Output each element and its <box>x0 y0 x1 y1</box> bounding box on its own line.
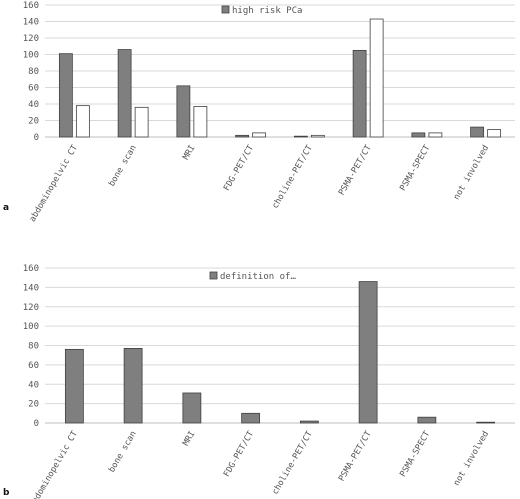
y-tick-label: 0 <box>34 133 39 143</box>
bar <box>252 132 267 138</box>
x-tick-label: not involved <box>452 144 491 202</box>
bar <box>117 49 132 138</box>
y-tick-label: 80 <box>28 342 39 352</box>
y-tick-label: 120 <box>23 303 39 313</box>
bar <box>75 105 90 138</box>
x-tick-label: FDG-PET/CT <box>222 430 256 479</box>
x-tick-label: not involved <box>452 430 491 488</box>
x-tick-label: bone scan <box>107 144 139 189</box>
legend-label: high risk PCa <box>232 6 302 16</box>
x-tick-label: abdominopelvic CT <box>28 430 80 499</box>
bar <box>369 18 384 138</box>
panel-label: b <box>3 488 10 498</box>
panel-label: a <box>3 203 9 213</box>
x-tick-label: choline-PET/CT <box>270 430 314 497</box>
y-tick-label: 160 <box>23 264 39 274</box>
bar <box>417 416 437 424</box>
bar <box>123 348 143 424</box>
bar <box>235 134 250 138</box>
x-tick-label: PSMA-PET/CT <box>337 144 374 198</box>
bar <box>241 412 261 424</box>
bar <box>310 134 325 138</box>
bar <box>58 53 73 138</box>
bar <box>64 348 84 424</box>
legend-swatch <box>221 5 230 14</box>
bar <box>358 281 378 424</box>
x-tick-label: MRI <box>181 144 197 162</box>
y-tick-label: 120 <box>23 34 39 44</box>
bar <box>299 420 319 424</box>
legend-swatch <box>209 271 218 280</box>
x-tick-label: PSMA-SPECT <box>398 144 432 193</box>
y-tick-label: 20 <box>28 117 39 127</box>
bar <box>476 421 496 424</box>
bar <box>470 126 485 138</box>
bar <box>182 392 202 424</box>
x-tick-label: PSMA-PET/CT <box>337 430 374 484</box>
y-tick-label: 100 <box>23 322 39 332</box>
x-tick-label: FDG-PET/CT <box>222 144 256 193</box>
x-tick-label: abdominopelvic CT <box>28 144 80 224</box>
y-tick-label: 20 <box>28 400 39 410</box>
legend-label: definition of… <box>220 272 296 282</box>
bar <box>352 49 367 138</box>
bar <box>293 135 308 138</box>
bar <box>487 129 502 138</box>
x-tick-label: choline-PET/CT <box>270 144 314 211</box>
y-tick-label: 40 <box>28 100 39 110</box>
y-tick-label: 80 <box>28 67 39 77</box>
y-tick-label: 140 <box>23 18 39 28</box>
y-tick-label: 60 <box>28 84 39 94</box>
bar <box>176 85 191 138</box>
bar <box>193 106 208 138</box>
y-tick-label: 40 <box>28 380 39 390</box>
x-tick-label: PSMA-SPECT <box>398 430 432 479</box>
y-tick-label: 160 <box>23 1 39 11</box>
bar <box>134 106 149 138</box>
y-tick-label: 140 <box>23 283 39 293</box>
x-tick-label: MRI <box>181 430 197 448</box>
y-tick-label: 0 <box>34 419 39 429</box>
bar <box>428 132 443 138</box>
y-tick-label: 100 <box>23 51 39 61</box>
bar <box>411 132 426 138</box>
x-tick-label: bone scan <box>107 430 139 475</box>
y-tick-label: 60 <box>28 361 39 371</box>
